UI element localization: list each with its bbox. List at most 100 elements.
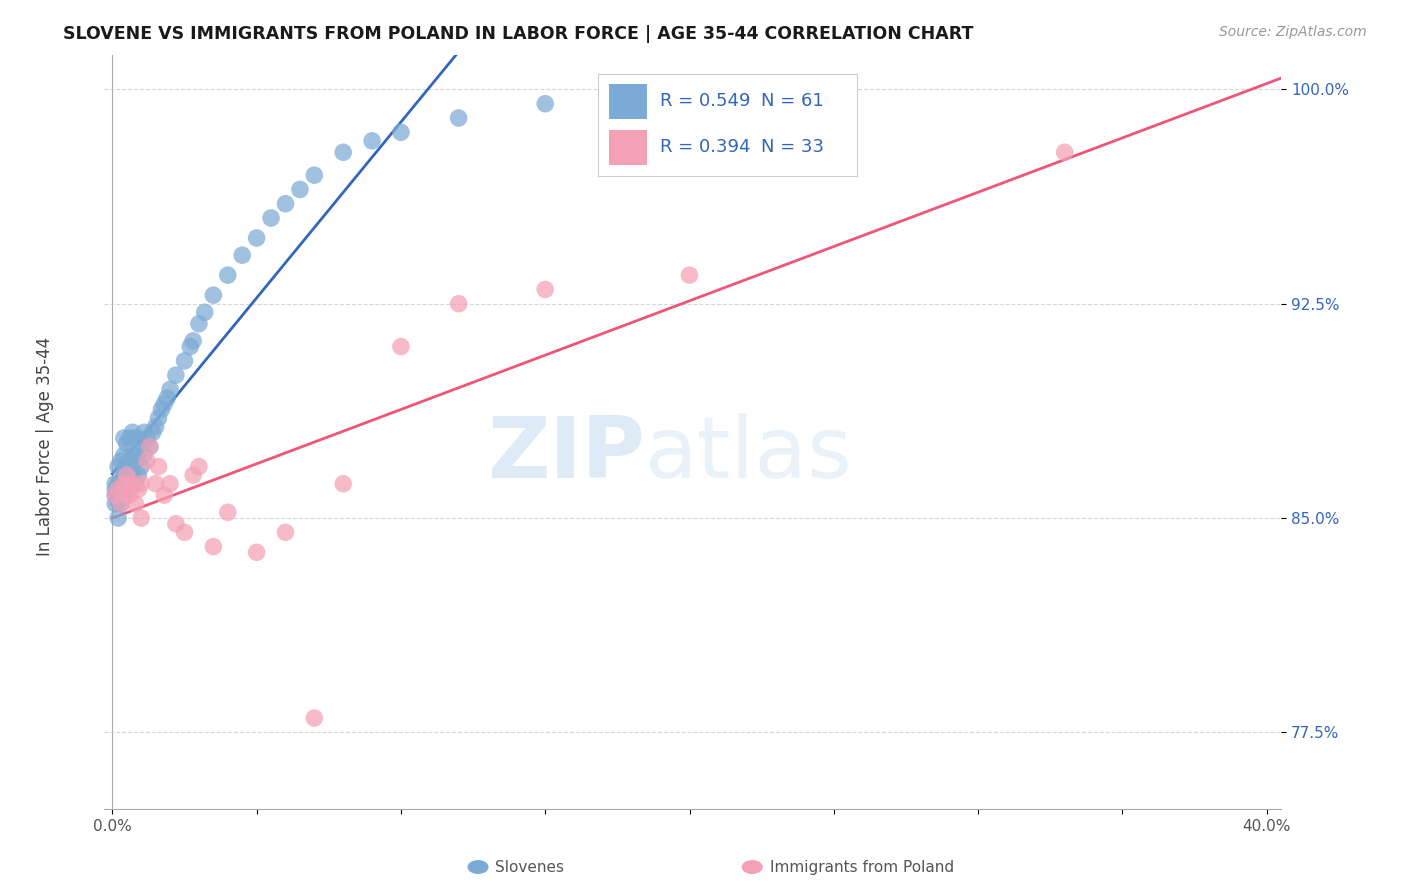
Point: [179, 340, 201, 354]
Point: [150, 402, 173, 417]
Point: [217, 505, 239, 519]
Point: [132, 448, 155, 462]
Point: [124, 454, 146, 468]
Point: [115, 436, 138, 450]
Point: [139, 440, 162, 454]
Point: [534, 282, 557, 296]
Point: [447, 296, 470, 310]
Point: [246, 231, 269, 245]
Point: [194, 305, 217, 319]
Point: [127, 468, 149, 483]
Point: [181, 334, 204, 348]
Point: [104, 483, 127, 497]
Point: [124, 476, 146, 491]
Point: [202, 288, 225, 302]
Point: [129, 436, 152, 450]
Point: [112, 468, 135, 483]
Text: In Labor Force | Age 35-44: In Labor Force | Age 35-44: [37, 336, 53, 556]
Point: [115, 468, 138, 483]
Point: [187, 317, 209, 331]
Point: [145, 419, 167, 434]
Point: [139, 440, 162, 454]
Point: [142, 425, 165, 440]
Point: [361, 134, 384, 148]
Point: [153, 488, 176, 502]
Point: [1053, 145, 1076, 160]
Point: [304, 168, 326, 182]
Point: [115, 488, 138, 502]
Point: [136, 454, 159, 468]
Text: Immigrants from Poland: Immigrants from Poland: [770, 860, 955, 874]
Point: [129, 459, 152, 474]
Point: [274, 196, 297, 211]
Point: [107, 494, 129, 508]
Point: [187, 459, 209, 474]
Point: [118, 476, 141, 491]
Point: [124, 497, 146, 511]
Point: [104, 497, 127, 511]
Point: [127, 483, 149, 497]
Point: [217, 268, 239, 282]
Point: [121, 476, 143, 491]
Point: [153, 397, 176, 411]
Point: [104, 488, 127, 502]
Point: [129, 511, 152, 525]
Point: [246, 545, 269, 559]
Point: [107, 476, 129, 491]
Point: [112, 476, 135, 491]
Point: [124, 431, 146, 445]
Point: [181, 468, 204, 483]
Point: [107, 483, 129, 497]
Point: [107, 459, 129, 474]
Point: [112, 431, 135, 445]
Point: [173, 525, 195, 540]
Point: [534, 96, 557, 111]
Point: [127, 445, 149, 459]
Point: [112, 448, 135, 462]
Point: [115, 459, 138, 474]
Text: Slovenes: Slovenes: [495, 860, 564, 874]
Point: [110, 497, 132, 511]
Text: ZIP: ZIP: [488, 413, 645, 497]
Point: [156, 391, 179, 405]
Point: [260, 211, 283, 225]
Point: [118, 488, 141, 502]
Point: [110, 476, 132, 491]
Point: [274, 525, 297, 540]
Point: [112, 488, 135, 502]
Point: [159, 476, 181, 491]
Point: [110, 497, 132, 511]
Point: [110, 454, 132, 468]
Point: [145, 476, 167, 491]
Point: [132, 425, 155, 440]
Point: [231, 248, 253, 262]
Point: [447, 111, 470, 125]
Point: [173, 354, 195, 368]
Point: [104, 476, 127, 491]
Point: [121, 448, 143, 462]
Text: Source: ZipAtlas.com: Source: ZipAtlas.com: [1219, 25, 1367, 39]
Point: [129, 476, 152, 491]
Text: SLOVENE VS IMMIGRANTS FROM POLAND IN LABOR FORCE | AGE 35-44 CORRELATION CHART: SLOVENE VS IMMIGRANTS FROM POLAND IN LAB…: [63, 25, 973, 43]
Point: [107, 511, 129, 525]
Point: [165, 368, 187, 383]
Point: [118, 431, 141, 445]
Point: [159, 383, 181, 397]
Point: [136, 431, 159, 445]
Point: [121, 468, 143, 483]
Point: [115, 483, 138, 497]
Point: [332, 145, 354, 160]
Point: [148, 459, 170, 474]
Point: [202, 540, 225, 554]
Point: [389, 340, 412, 354]
Point: [148, 411, 170, 425]
Point: [118, 454, 141, 468]
Point: [332, 476, 354, 491]
Point: [304, 711, 326, 725]
Point: [389, 125, 412, 139]
Point: [288, 182, 311, 196]
Point: [104, 488, 127, 502]
Point: [121, 425, 143, 440]
Text: atlas: atlas: [645, 413, 853, 497]
Point: [165, 516, 187, 531]
